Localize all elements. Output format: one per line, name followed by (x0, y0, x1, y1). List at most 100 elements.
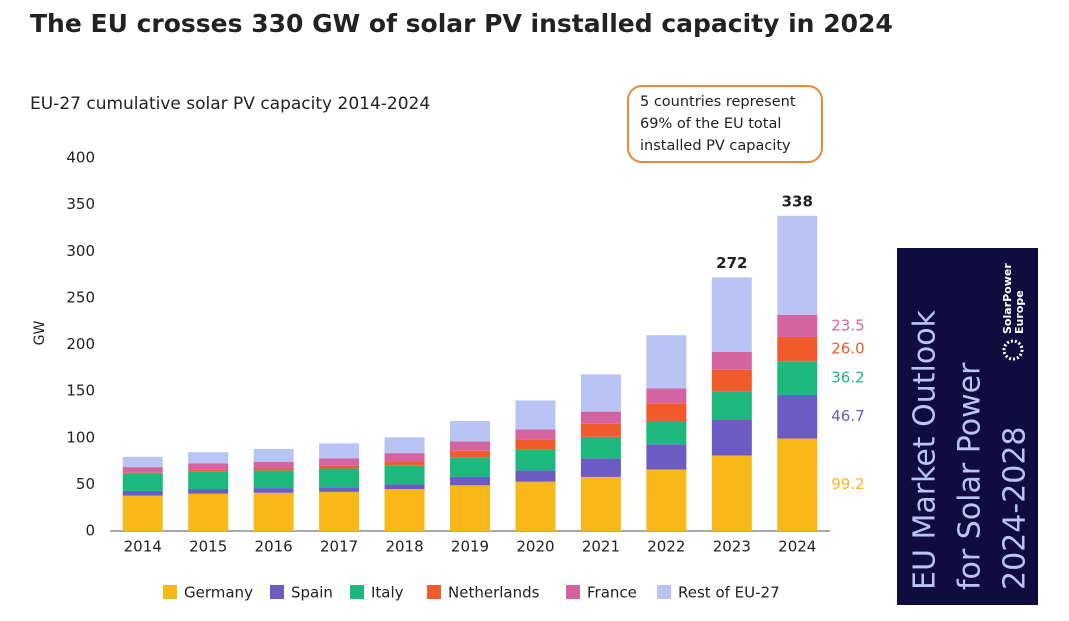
value-label: 46.7 (831, 407, 864, 425)
legend-swatch (566, 585, 580, 599)
bar-segment (646, 388, 687, 404)
bar-segment (319, 465, 360, 469)
bar-segment (580, 423, 621, 437)
bar-segment (711, 420, 752, 456)
bar-segment (515, 481, 556, 531)
bar-segment (253, 470, 294, 489)
y-tick-label: 50 (76, 475, 95, 493)
chart-subtitle: EU-27 cumulative solar PV capacity 2014-… (30, 94, 430, 114)
bar-segment (319, 458, 360, 466)
x-tick-label: 2021 (582, 538, 620, 556)
bar-segment (188, 471, 229, 490)
bar-segment (646, 420, 687, 445)
bar-segment (122, 490, 163, 496)
x-tick-label: 2015 (189, 538, 227, 556)
x-tick-label: 2022 (647, 538, 685, 556)
annotation-line: 69% of the EU total (640, 116, 781, 132)
side-panel-line: 2024-2028 (998, 426, 1033, 590)
bar-segment (384, 484, 425, 490)
bar-segment (711, 351, 752, 370)
bar-segment (711, 277, 752, 352)
bar-segment (253, 468, 294, 471)
legend-swatch (657, 585, 671, 599)
legend-label: Netherlands (448, 584, 540, 602)
bar-segment (253, 488, 294, 493)
bar-segment (122, 456, 163, 468)
bar-segment (450, 441, 490, 451)
side-panel-line: EU Market Outlook (908, 309, 943, 590)
bar-segment (777, 394, 818, 439)
legend-label: Germany (184, 584, 253, 602)
bar-segment (384, 461, 425, 466)
x-tick-label: 2016 (255, 538, 293, 556)
logo-text: SolarPower (1001, 263, 1014, 334)
bar-segment (777, 438, 818, 531)
bar-segment (319, 443, 360, 459)
total-label: 338 (782, 192, 813, 210)
y-tick-label: 100 (66, 428, 95, 446)
legend-label: Rest of EU-27 (678, 584, 780, 602)
chart-title: The EU crosses 330 GW of solar PV instal… (30, 9, 893, 38)
legend-label: France (587, 584, 637, 602)
bar-segment (450, 485, 490, 531)
bar-segment (515, 470, 556, 482)
bar-segment (384, 437, 425, 454)
bar-segment (711, 391, 752, 421)
y-tick-label: 350 (66, 195, 95, 213)
x-tick-label: 2020 (516, 538, 554, 556)
logo-text: Europe (1013, 290, 1026, 334)
bar-segment (188, 489, 229, 494)
y-tick-label: 300 (66, 242, 95, 260)
annotation-line: installed PV capacity (640, 138, 791, 154)
bar-segment (580, 476, 621, 531)
bar-segment (515, 449, 556, 471)
x-tick-label: 2018 (385, 538, 423, 556)
bar-segment (188, 452, 229, 464)
y-axis-label: GW (32, 321, 48, 346)
bar-segment (515, 400, 556, 430)
side-panel-line: for Solar Power (953, 362, 988, 590)
y-tick-label: 250 (66, 288, 95, 306)
bar-segment (777, 336, 818, 362)
y-tick-label: 200 (66, 335, 95, 353)
bar-segment (711, 369, 752, 392)
side-panel (897, 248, 1038, 605)
bar-segment (515, 439, 556, 450)
bar-segment (777, 215, 818, 316)
bar-segment (646, 403, 687, 421)
bar-segment (646, 335, 687, 389)
bar-segment (646, 444, 687, 470)
legend-swatch (163, 585, 177, 599)
x-tick-label: 2023 (713, 538, 751, 556)
legend-label: Italy (371, 584, 404, 602)
bar-segment (253, 461, 294, 469)
bar-segment (450, 457, 490, 477)
bar-segment (646, 469, 687, 531)
bar-segment (319, 491, 360, 531)
bar-segment (580, 411, 621, 424)
bar-segment (384, 453, 425, 462)
legend-swatch (270, 585, 284, 599)
y-tick-label: 400 (66, 149, 95, 167)
total-label: 272 (716, 254, 747, 272)
bar-segment (122, 473, 163, 491)
y-tick-label: 0 (85, 522, 95, 540)
value-label: 99.2 (831, 475, 864, 493)
bar-segment (450, 450, 490, 458)
bar-segment (122, 472, 163, 474)
x-tick-label: 2019 (451, 538, 489, 556)
bar-segment (580, 458, 621, 477)
annotation-box (627, 85, 823, 163)
bar-segment (188, 463, 229, 470)
bar-segment (580, 436, 621, 459)
value-label: 36.2 (831, 369, 864, 387)
x-tick-label: 2014 (124, 538, 162, 556)
bar-segment (777, 315, 818, 337)
bar-segment (253, 492, 294, 531)
bar-segment (711, 455, 752, 531)
bar-segment (515, 429, 556, 440)
y-tick-label: 150 (66, 382, 95, 400)
bar-segment (188, 469, 229, 472)
bar-segment (384, 465, 425, 485)
